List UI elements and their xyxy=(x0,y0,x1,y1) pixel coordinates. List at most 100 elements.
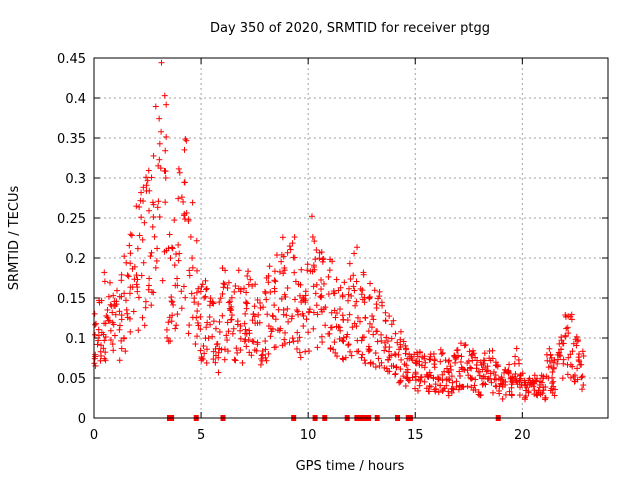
data-point xyxy=(567,361,574,368)
data-point xyxy=(243,305,250,312)
data-point xyxy=(202,335,209,342)
data-point xyxy=(174,282,181,289)
data-point xyxy=(246,327,253,334)
data-point xyxy=(272,278,279,285)
data-point xyxy=(212,325,219,332)
data-point xyxy=(102,357,109,364)
data-point xyxy=(92,351,99,358)
data-point xyxy=(438,350,445,357)
data-point xyxy=(388,335,395,342)
data-point xyxy=(558,346,565,353)
data-point xyxy=(552,386,559,393)
data-point xyxy=(263,357,270,364)
data-point xyxy=(175,165,182,172)
data-point xyxy=(395,351,402,358)
data-point xyxy=(373,328,380,335)
data-point xyxy=(199,356,206,363)
data-point xyxy=(361,357,368,364)
data-point xyxy=(362,360,369,367)
data-point xyxy=(202,277,209,284)
data-point xyxy=(252,281,259,288)
data-point xyxy=(375,355,382,362)
data-point xyxy=(340,334,347,341)
data-point xyxy=(127,328,134,335)
data-point xyxy=(194,319,201,326)
data-point xyxy=(516,392,523,399)
data-point xyxy=(135,294,142,301)
data-point xyxy=(189,199,196,206)
data-point xyxy=(404,366,411,373)
data-point xyxy=(337,284,344,291)
data-point xyxy=(386,344,393,351)
data-point xyxy=(134,288,141,295)
axis-ticks: 0 0.05 0.1 0.15 0.2 0.25 0.3 0.35 0.4 0.45 0 5 10 15 2… xyxy=(57,52,608,443)
data-point xyxy=(94,341,101,348)
data-point xyxy=(431,361,438,368)
data-point xyxy=(325,330,332,337)
data-point xyxy=(219,312,226,319)
data-point xyxy=(359,287,366,294)
data-point xyxy=(284,285,291,292)
data-point xyxy=(554,360,561,367)
data-point xyxy=(539,390,546,397)
data-point xyxy=(95,337,102,344)
data-point xyxy=(195,322,202,329)
data-point xyxy=(210,356,217,363)
data-point xyxy=(293,345,300,352)
x-tick-label: 5 xyxy=(197,428,205,443)
y-axis-label: SRMTID / TECUs xyxy=(7,186,22,291)
data-point xyxy=(313,281,320,288)
data-point xyxy=(577,361,584,368)
y-tick-label: 0 xyxy=(78,412,86,427)
data-point xyxy=(517,372,524,379)
data-point xyxy=(302,297,309,304)
data-point xyxy=(221,356,228,363)
data-point xyxy=(198,355,205,362)
data-point xyxy=(113,287,120,294)
data-point xyxy=(264,311,271,318)
data-point xyxy=(508,381,515,388)
data-point xyxy=(140,259,147,266)
data-point xyxy=(409,374,416,381)
data-point xyxy=(150,201,157,208)
data-point xyxy=(397,344,404,351)
data-point xyxy=(318,333,325,340)
data-point xyxy=(303,316,310,323)
data-point xyxy=(550,365,557,372)
data-point xyxy=(559,375,566,382)
data-point xyxy=(347,348,354,355)
data-point xyxy=(254,296,261,303)
data-point xyxy=(216,318,223,325)
data-point xyxy=(326,267,333,274)
data-point xyxy=(340,316,347,323)
data-point xyxy=(133,272,140,279)
data-point xyxy=(397,378,404,385)
data-point xyxy=(291,234,298,241)
data-point xyxy=(221,281,228,288)
y-tick-label: 0.25 xyxy=(57,212,86,227)
data-point xyxy=(210,318,217,325)
data-point xyxy=(560,356,567,363)
data-point xyxy=(134,245,141,252)
data-point xyxy=(309,268,316,275)
data-point xyxy=(403,362,410,369)
data-point xyxy=(385,357,392,364)
data-point xyxy=(305,309,312,316)
data-point xyxy=(319,258,326,265)
data-point xyxy=(392,370,399,377)
data-point xyxy=(283,312,290,319)
data-point xyxy=(232,357,239,364)
data-point xyxy=(127,231,134,238)
data-point xyxy=(241,338,248,345)
data-point xyxy=(107,327,114,334)
data-point xyxy=(102,349,109,356)
x-axis-label: GPS time / hours xyxy=(296,459,405,474)
data-point xyxy=(366,347,373,354)
data-point xyxy=(311,238,318,245)
data-point xyxy=(564,371,571,378)
data-point xyxy=(437,382,444,389)
data-point xyxy=(185,217,192,224)
data-point xyxy=(107,301,114,308)
data-point xyxy=(422,359,429,366)
data-point xyxy=(112,311,119,318)
